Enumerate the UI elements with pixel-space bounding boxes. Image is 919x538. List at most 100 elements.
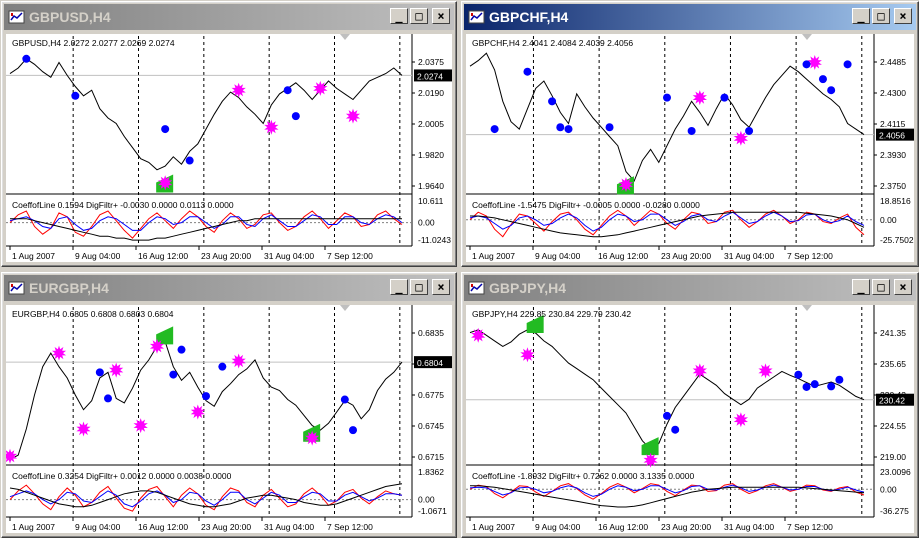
indicator-level-label: 10.611 xyxy=(418,196,444,206)
blue-signal-dot xyxy=(802,60,811,69)
magenta-signal-star xyxy=(345,108,361,124)
chart-app-icon xyxy=(468,281,485,295)
minimize-button[interactable]: _ xyxy=(852,279,870,295)
time-label: 1 Aug 2007 xyxy=(12,251,55,261)
price-level-label: 0.6835 xyxy=(418,328,444,338)
price-header-text: GBPUSD,H4 2.0272 2.0277 2.0269 2.0274 xyxy=(12,38,175,48)
price-level-label: 241.35 xyxy=(880,328,906,338)
time-label: 1 Aug 2007 xyxy=(12,522,55,532)
magenta-signal-star xyxy=(733,130,748,146)
title-bar[interactable]: EURGBP,H4 _ □ × xyxy=(4,275,454,301)
indicator-level-label: 0.00 xyxy=(880,484,897,494)
blue-signal-dot xyxy=(720,93,729,102)
indicator-line xyxy=(470,485,865,508)
current-price-tag xyxy=(876,393,914,406)
title-bar[interactable]: GBPUSD,H4 _ □ × xyxy=(4,4,454,30)
close-icon: × xyxy=(899,280,907,294)
price-level-label: 2.0190 xyxy=(418,88,444,98)
close-icon: × xyxy=(437,9,445,23)
blue-signal-dot xyxy=(349,426,357,435)
chart-window-eurgbp[interactable]: EURGBP,H4 _ □ × 0.68350.68050.67750.6745… xyxy=(1,272,457,538)
magenta-signal-star xyxy=(807,55,822,70)
blue-signal-dot xyxy=(202,392,210,401)
blue-signal-dot xyxy=(671,425,680,434)
chart-background xyxy=(466,34,914,262)
minimize-button[interactable]: _ xyxy=(852,8,870,24)
price-level-label: 219.00 xyxy=(880,452,906,462)
chart-canvas[interactable]: 2.0375 2.0190 2.0005 1.9820 1.9640 2.0274 GBPU… xyxy=(6,34,452,262)
current-price-label: 2.0274 xyxy=(417,71,443,81)
title-bar[interactable]: GBPJPY,H4 _ □ × xyxy=(464,275,916,301)
minimize-icon: _ xyxy=(395,280,403,294)
blue-signal-dot xyxy=(745,126,754,135)
maximize-button[interactable]: □ xyxy=(872,8,890,24)
indicator-level-label: -11.0243 xyxy=(418,235,451,245)
blue-signal-dot xyxy=(95,368,104,377)
time-label: 16 Aug 12:00 xyxy=(598,251,648,261)
magenta-signal-star xyxy=(692,90,707,106)
chart-app-icon xyxy=(8,10,25,24)
indicator-line xyxy=(469,484,865,497)
price-level-label: 0.6745 xyxy=(418,421,444,431)
close-button[interactable]: × xyxy=(432,279,450,295)
title-bar[interactable]: GBPCHF,H4 _ □ × xyxy=(464,4,916,30)
time-label: 23 Aug 20:00 xyxy=(201,251,251,261)
current-price-tag xyxy=(414,69,452,82)
indicator-line xyxy=(9,214,403,231)
current-price-tag xyxy=(876,128,914,141)
blue-signal-dot xyxy=(177,345,186,354)
blue-signal-dot xyxy=(169,370,178,379)
close-button[interactable]: × xyxy=(894,279,912,295)
current-price-label: 230.42 xyxy=(879,396,905,406)
time-label: 16 Aug 12:00 xyxy=(138,251,188,261)
time-label: 23 Aug 20:00 xyxy=(661,251,711,261)
maximize-icon: □ xyxy=(415,280,423,294)
blue-signal-dot xyxy=(283,86,292,95)
chart-window-gbpchf[interactable]: GBPCHF,H4 _ □ × 2.4485 2.4300 2.4115 2.3930… xyxy=(461,1,919,267)
magenta-signal-star xyxy=(231,353,246,369)
chart-shift-marker xyxy=(802,305,812,311)
blue-signal-dot xyxy=(564,125,573,134)
indicator-line xyxy=(9,210,403,239)
blue-signal-dot xyxy=(687,126,696,135)
blue-signal-dot xyxy=(548,97,557,106)
maximize-button[interactable]: □ xyxy=(410,8,428,24)
blue-signal-dot xyxy=(523,67,532,76)
indicator-level-label: 1.8362 xyxy=(418,467,444,477)
price-series-line xyxy=(9,340,403,461)
magenta-signal-star xyxy=(313,80,328,96)
magenta-signal-star xyxy=(76,421,91,437)
indicator-header-text: CoeffofLine -1.8932 DigFiltr+ 0.7262 0.0… xyxy=(472,471,694,481)
chart-background xyxy=(6,34,452,262)
indicator-line xyxy=(9,483,403,508)
blue-signal-dot xyxy=(340,395,349,404)
chart-window-gbpjpy[interactable]: GBPJPY,H4 _ □ × 241.35 235.65 230.42 224.55… xyxy=(461,272,919,538)
magenta-signal-star xyxy=(305,430,320,446)
maximize-button[interactable]: □ xyxy=(872,279,890,295)
time-label: 1 Aug 2007 xyxy=(472,522,515,532)
minimize-button[interactable]: _ xyxy=(390,279,408,295)
close-button[interactable]: × xyxy=(894,8,912,24)
indicator-line xyxy=(10,218,402,241)
blue-signal-dot xyxy=(291,112,300,121)
magenta-signal-star xyxy=(643,452,658,468)
minimize-button[interactable]: _ xyxy=(390,8,408,24)
close-button[interactable]: × xyxy=(432,8,450,24)
chart-background xyxy=(6,305,452,533)
maximize-icon: □ xyxy=(415,9,423,23)
magenta-signal-star xyxy=(133,418,148,434)
blue-signal-dot xyxy=(827,382,836,391)
chart-shift-marker xyxy=(340,34,350,40)
time-label: 9 Aug 04:00 xyxy=(535,251,581,261)
chart-canvas[interactable]: 241.35235.65230.42224.55219.00230.42GBPJ… xyxy=(466,305,914,533)
chart-canvas[interactable]: 2.4485 2.4300 2.4115 2.3930 2.3750 2.4056 GBPC… xyxy=(466,34,914,262)
maximize-button[interactable]: □ xyxy=(410,279,428,295)
close-icon: × xyxy=(899,9,907,23)
indicator-level-label: 0.00 xyxy=(880,215,897,225)
green-signal-flag xyxy=(156,326,174,345)
chart-canvas[interactable]: 0.68350.68050.67750.67450.67150.6804EURG… xyxy=(6,305,452,533)
time-label: 31 Aug 04:00 xyxy=(724,251,774,261)
chart-window-gbpusd[interactable]: GBPUSD,H4 _ □ × 2.0375 2.0190 2.0005 1.9820… xyxy=(1,1,457,267)
indicator-line xyxy=(469,211,865,232)
magenta-signal-star xyxy=(520,347,535,363)
